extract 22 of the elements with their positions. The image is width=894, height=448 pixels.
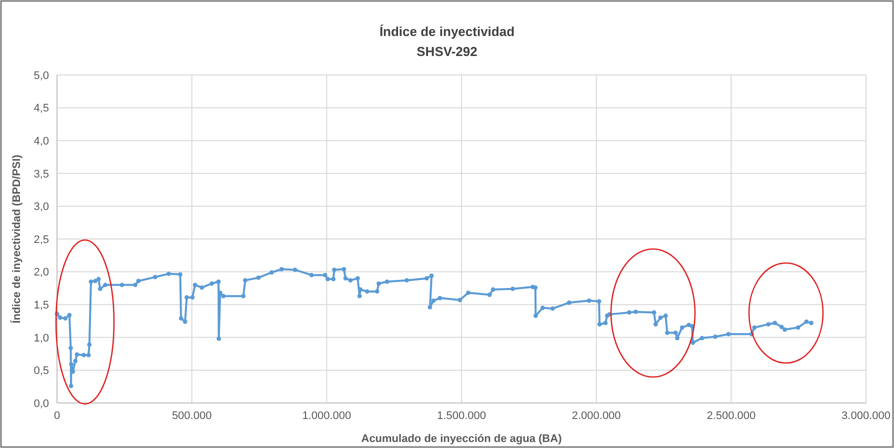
x-tick-label: 3.000.000 bbox=[842, 410, 890, 422]
x-tick-label: 2.000.000 bbox=[572, 410, 621, 422]
y-tick-label: 5,0 bbox=[34, 70, 49, 82]
y-tick-label: 0,5 bbox=[34, 365, 49, 378]
y-tick-label: 2,5 bbox=[34, 234, 49, 246]
y-tick-label: 3,0 bbox=[34, 201, 49, 214]
y-axis-title: Índice de inyectividad (BPD/PSI) bbox=[10, 154, 23, 324]
y-tick-label: 0,0 bbox=[34, 398, 49, 410]
chart-subtitle: SHSV-292 bbox=[416, 44, 478, 59]
x-tick-label: 1.500.000 bbox=[437, 410, 486, 422]
y-tick-label: 1,0 bbox=[34, 332, 49, 344]
y-tick-label: 3,5 bbox=[34, 168, 49, 180]
y-tick-label: 2,0 bbox=[34, 266, 49, 279]
x-tick-label: 500.000 bbox=[172, 410, 212, 422]
y-tick-label: 4,0 bbox=[34, 135, 49, 148]
x-tick-label: 0 bbox=[54, 410, 60, 422]
chart-title: Índice de inyectividad bbox=[379, 24, 515, 39]
x-tick-label: 1.000.000 bbox=[302, 410, 352, 422]
y-tick-label: 4,5 bbox=[34, 102, 49, 115]
x-tick-label: 2.500.000 bbox=[706, 410, 756, 422]
y-tick-label: 1,5 bbox=[34, 299, 49, 312]
x-axis-title: Acumulado de inyección de agua (BA) bbox=[361, 433, 562, 445]
